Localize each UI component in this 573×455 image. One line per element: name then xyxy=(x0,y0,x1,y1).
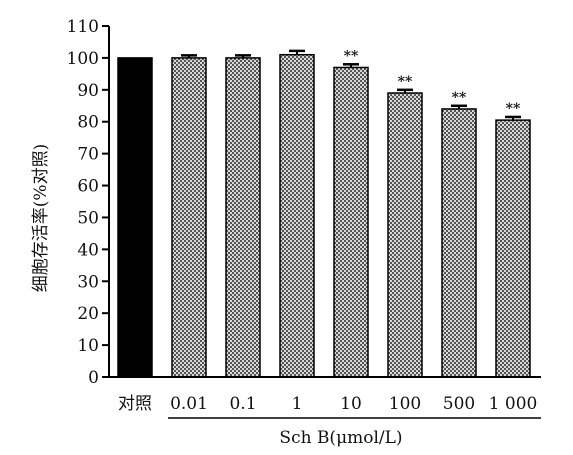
bar xyxy=(387,92,423,378)
bar xyxy=(333,66,369,378)
bar xyxy=(171,57,207,378)
significance-marker: ** xyxy=(398,74,413,90)
y-axis: 0 10 20 30 40 50 60 70 80 90 100 110 xyxy=(67,17,110,388)
y-tick-label: 100 xyxy=(67,49,99,69)
y-tick-label: 40 xyxy=(77,240,99,260)
y-axis-title: 细胞存活率(%对照) xyxy=(31,144,51,292)
significance-marker: ** xyxy=(452,90,467,106)
significance-marker: ** xyxy=(344,48,359,64)
y-tick-label: 0 xyxy=(88,368,99,388)
x-tick-label: 100 xyxy=(389,394,421,414)
bar xyxy=(279,53,315,378)
x-tick-label: 500 xyxy=(443,394,475,414)
x-axis-title: Sch B(μmol/L) xyxy=(279,428,402,448)
y-tick-label: 80 xyxy=(77,113,99,133)
significance-marker: ** xyxy=(506,101,521,117)
x-tick-label: 0.01 xyxy=(170,394,208,414)
x-tick-label: 1 xyxy=(292,394,303,414)
y-tick-label: 30 xyxy=(77,272,99,292)
y-tick-label: 10 xyxy=(77,336,99,356)
bar xyxy=(441,108,477,378)
bar xyxy=(495,119,531,378)
x-tick-label: 对照 xyxy=(118,394,152,414)
x-tick-label: 10 xyxy=(340,394,362,414)
y-tick-label: 20 xyxy=(77,304,99,324)
x-tick-label: 0.1 xyxy=(229,394,256,414)
y-tick-label: 60 xyxy=(77,177,99,197)
x-axis: 对照 0.01 0.1 1 10 100 500 1 000 xyxy=(109,376,541,419)
bar xyxy=(117,57,153,378)
y-tick-label: 50 xyxy=(77,208,99,228)
bar xyxy=(225,57,261,378)
bars: ** ** ** ** xyxy=(117,48,531,378)
y-tick-label: 70 xyxy=(77,145,99,165)
y-tick-label: 90 xyxy=(77,81,99,101)
x-tick-label: 1 000 xyxy=(489,394,538,414)
y-tick-label: 110 xyxy=(67,17,99,37)
